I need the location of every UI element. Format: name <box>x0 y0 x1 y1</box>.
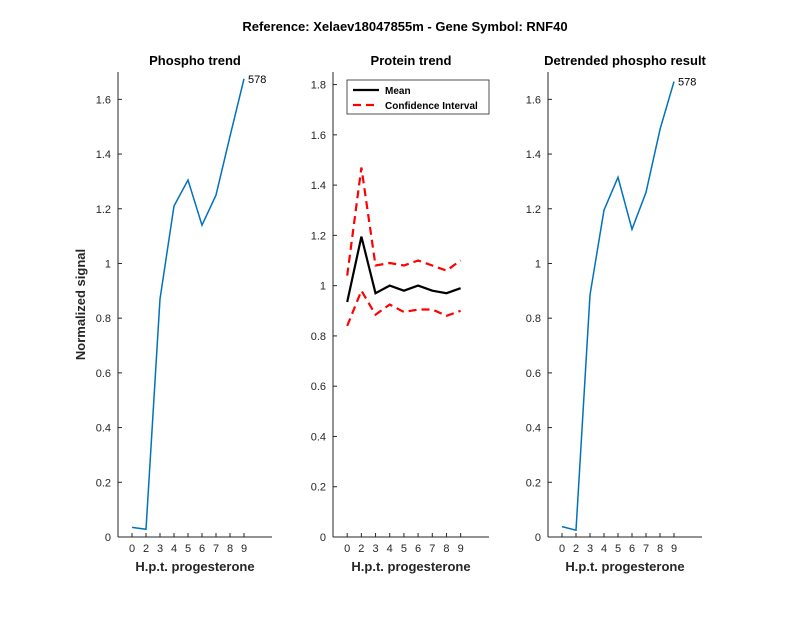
subplot-title: Phospho trend <box>149 53 241 68</box>
x-tick-label: 3 <box>587 543 593 555</box>
y-tick-label: 0.2 <box>311 482 326 494</box>
y-tick-label: 0.6 <box>526 368 541 380</box>
figure-title: Reference: Xelaev18047855m - Gene Symbol… <box>242 19 567 34</box>
x-tick-label: 5 <box>401 543 407 555</box>
y-tick-label: 0 <box>105 532 111 544</box>
phospho-line <box>561 81 675 532</box>
y-tick-label: 1 <box>105 258 111 270</box>
y-tick-label: 1 <box>320 281 326 293</box>
x-tick-label: 8 <box>443 543 449 555</box>
y-tick-label: 1.2 <box>311 230 326 242</box>
y-tick-label: 0.4 <box>526 423 541 435</box>
y-tick-label: 0.6 <box>311 381 326 393</box>
x-tick-label: 2 <box>143 543 149 555</box>
x-tick-label: 0 <box>129 543 135 555</box>
y-tick-label: 0.2 <box>96 477 111 489</box>
x-axis-label: H.p.t. progesterone <box>135 559 254 574</box>
x-tick-label: 6 <box>415 543 421 555</box>
subplot-panels: 0 2 3 4 5 6 7 8 900.20.40.60.811.21.41.6Phospho … <box>73 53 707 574</box>
x-tick-label: 3 <box>157 543 163 555</box>
y-tick-label: 0.2 <box>526 477 541 489</box>
y-tick-label: 1.6 <box>311 130 326 142</box>
y-tick-label: 1.6 <box>96 94 111 106</box>
x-axis-label: H.p.t. progesterone <box>565 559 684 574</box>
x-tick-label: 8 <box>227 543 233 555</box>
point-annotation: 578 <box>248 74 266 86</box>
y-tick-label: 1.4 <box>526 149 541 161</box>
x-tick-label: 5 <box>185 543 191 555</box>
x-tick-label: 3 <box>372 543 378 555</box>
y-tick-label: 1.4 <box>96 149 111 161</box>
confidence-lower-line <box>346 288 461 327</box>
y-tick-label: 0 <box>535 532 541 544</box>
x-tick-label: 5 <box>615 543 621 555</box>
y-tick-label: 1.6 <box>526 94 541 106</box>
y-axis-label: Normalized signal <box>73 249 88 360</box>
subplot-title: Detrended phospho result <box>544 53 706 68</box>
legend-box <box>346 79 490 115</box>
legend-entry: Mean <box>385 86 411 97</box>
subplot-title: Protein trend <box>371 53 452 68</box>
y-tick-label: 0.8 <box>526 313 541 325</box>
y-tick-label: 1.8 <box>311 80 326 92</box>
y-tick-label: 1.2 <box>526 204 541 216</box>
x-tick-label: 0 <box>559 543 565 555</box>
y-tick-label: 0.8 <box>96 313 111 325</box>
y-tick-label: 1.2 <box>96 204 111 216</box>
y-tick-label: 0.8 <box>311 331 326 343</box>
x-tick-label: 4 <box>387 543 393 555</box>
y-tick-label: 0.4 <box>96 423 111 435</box>
x-tick-label: 2 <box>573 543 579 555</box>
x-tick-label: 4 <box>601 543 607 555</box>
x-axis-label: H.p.t. progesterone <box>351 559 470 574</box>
x-tick-label: 7 <box>429 543 435 555</box>
x-tick-label: 7 <box>643 543 649 555</box>
y-tick-label: 0 <box>320 532 326 544</box>
x-tick-label: 2 <box>358 543 364 555</box>
point-annotation: 578 <box>678 77 696 89</box>
x-tick-label: 9 <box>671 543 677 555</box>
x-tick-label: 0 <box>344 543 350 555</box>
x-tick-label: 9 <box>458 543 464 555</box>
y-tick-label: 1.4 <box>311 180 326 192</box>
subplot-3: 0 2 3 4 5 6 7 8 900.20.40.60.811.21.41.6Detrende… <box>526 53 707 574</box>
phospho-line <box>131 78 245 531</box>
x-tick-label: 8 <box>657 543 663 555</box>
subplot-1: 0 2 3 4 5 6 7 8 900.20.40.60.811.21.41.6Phospho … <box>73 53 272 574</box>
mean-line <box>346 236 461 303</box>
legend-entry: Confidence Interval <box>385 101 478 112</box>
y-tick-label: 0.4 <box>311 431 326 443</box>
x-tick-label: 6 <box>199 543 205 555</box>
x-tick-label: 6 <box>629 543 635 555</box>
y-tick-label: 1 <box>535 258 541 270</box>
confidence-upper-line <box>346 167 462 276</box>
x-tick-label: 9 <box>241 543 247 555</box>
y-tick-label: 0.6 <box>96 368 111 380</box>
x-tick-label: 7 <box>213 543 219 555</box>
subplot-2: 0 2 3 4 5 6 7 8 900.20.40.60.811.21.41.61.8Prote… <box>311 53 490 574</box>
x-tick-label: 4 <box>171 543 177 555</box>
